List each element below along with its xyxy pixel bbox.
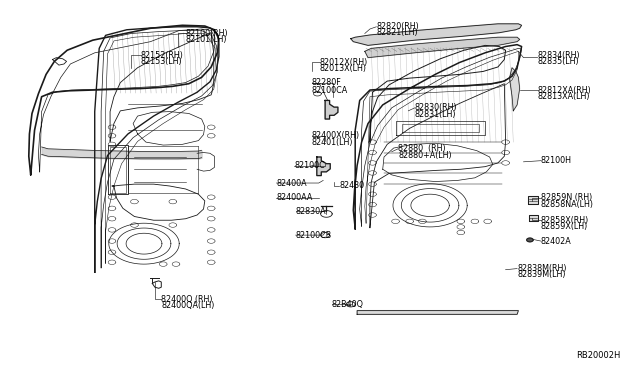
Text: 82101(LH): 82101(LH): [186, 35, 227, 44]
Polygon shape: [528, 196, 538, 204]
Polygon shape: [365, 37, 520, 58]
Text: 82858NA(LH): 82858NA(LH): [541, 200, 594, 209]
Text: 82402A: 82402A: [541, 237, 572, 246]
Text: 82835(LH): 82835(LH): [538, 57, 579, 66]
Text: 82400Q (RH): 82400Q (RH): [161, 295, 212, 304]
Text: 82280F: 82280F: [312, 78, 341, 87]
Text: RB20002H: RB20002H: [576, 351, 620, 360]
Text: 82821(LH): 82821(LH): [376, 28, 418, 37]
Text: 82152(RH): 82152(RH): [141, 51, 184, 60]
Text: 82B40Q: 82B40Q: [332, 300, 364, 309]
Text: 82100H: 82100H: [541, 156, 572, 165]
Text: 82813XA(LH): 82813XA(LH): [538, 92, 590, 101]
Text: 82012X(RH): 82012X(RH): [320, 58, 368, 67]
Text: 82830A: 82830A: [296, 207, 326, 216]
Text: 82830(RH): 82830(RH): [415, 103, 458, 112]
Text: 82400QA(LH): 82400QA(LH): [161, 301, 214, 310]
Text: 82400AA: 82400AA: [276, 193, 313, 202]
Polygon shape: [509, 68, 520, 111]
Text: 82400A: 82400A: [276, 179, 307, 187]
Text: 82100CB: 82100CB: [296, 231, 332, 240]
Polygon shape: [351, 24, 522, 45]
Text: 82834(RH): 82834(RH): [538, 51, 580, 60]
Text: 82812XA(RH): 82812XA(RH): [538, 86, 591, 94]
Polygon shape: [325, 100, 338, 119]
Polygon shape: [527, 238, 533, 242]
Text: 82013X(LH): 82013X(LH): [320, 64, 367, 73]
Text: 82100(RH): 82100(RH): [186, 29, 228, 38]
Text: 82400X(RH): 82400X(RH): [312, 131, 360, 140]
Text: 82839M(LH): 82839M(LH): [517, 270, 566, 279]
Text: 82831(LH): 82831(LH): [415, 110, 456, 119]
Text: 82430: 82430: [339, 182, 364, 190]
Text: 82858X(RH): 82858X(RH): [541, 216, 589, 225]
Polygon shape: [529, 215, 538, 221]
Text: 82838M(RH): 82838M(RH): [517, 264, 566, 273]
Text: 82880  (RH): 82880 (RH): [398, 144, 445, 153]
Text: 82859N (RH): 82859N (RH): [541, 193, 592, 202]
Text: 82859X(LH): 82859X(LH): [541, 222, 588, 231]
Text: 82153(LH): 82153(LH): [141, 57, 182, 66]
Text: 82100C: 82100C: [294, 161, 325, 170]
Text: 82401(LH): 82401(LH): [312, 138, 353, 147]
Text: 82880+A(LH): 82880+A(LH): [398, 151, 452, 160]
Polygon shape: [357, 311, 518, 314]
Text: 82100CA: 82100CA: [312, 86, 348, 94]
Polygon shape: [317, 157, 330, 176]
Text: 82820(RH): 82820(RH): [376, 22, 419, 31]
